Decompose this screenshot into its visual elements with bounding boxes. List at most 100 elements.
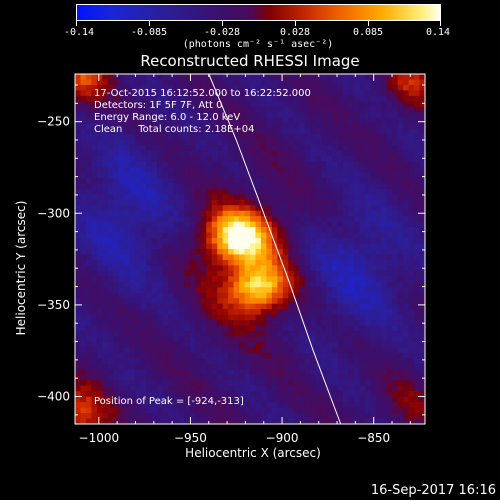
heatmap-cell <box>266 117 273 124</box>
heatmap-cell <box>282 276 289 283</box>
heatmap-cell <box>189 358 196 365</box>
heatmap-cell <box>146 331 152 337</box>
heatmap-cell <box>184 298 191 305</box>
heatmap-cell <box>157 352 163 359</box>
heatmap-cell <box>293 413 300 419</box>
heatmap-cell <box>397 347 404 354</box>
heatmap-cell <box>250 210 256 217</box>
heatmap-cell <box>348 79 355 86</box>
heatmap-cell <box>244 418 251 425</box>
heatmap-cell <box>403 385 409 392</box>
heatmap-cell <box>129 145 136 151</box>
heatmap-cell <box>304 396 311 403</box>
heatmap-cell <box>271 95 278 102</box>
heatmap-cell <box>277 112 284 119</box>
heatmap-cell <box>228 374 234 381</box>
heatmap-cell <box>397 194 404 201</box>
heatmap-cell <box>80 74 87 80</box>
heatmap-cell <box>392 199 399 206</box>
heatmap-cell <box>239 95 245 102</box>
heatmap-cell <box>96 139 103 146</box>
heatmap-cell <box>315 363 322 370</box>
heatmap-cell <box>403 101 409 108</box>
heatmap-cell <box>178 287 185 294</box>
heatmap-cell <box>414 341 420 348</box>
heatmap-cell <box>337 418 344 425</box>
heatmap-cell <box>124 238 131 244</box>
heatmap-cell <box>222 172 229 179</box>
heatmap-cell <box>135 117 142 124</box>
heatmap-cell <box>370 249 377 255</box>
heatmap-cell <box>337 298 344 305</box>
heatmap-cell <box>146 161 152 168</box>
heatmap-cell <box>140 374 147 381</box>
heatmap-cell <box>135 314 142 321</box>
heatmap-cell <box>135 303 142 310</box>
heatmap-cell <box>113 418 120 425</box>
heatmap-cell <box>271 276 278 283</box>
heatmap-cell <box>173 385 180 392</box>
heatmap-cell <box>157 216 163 223</box>
heatmap-cell <box>200 374 207 381</box>
heatmap-cell <box>80 331 87 337</box>
heatmap-cell <box>200 249 207 255</box>
heatmap-cell <box>419 216 426 223</box>
heatmap-cell <box>277 347 284 354</box>
heatmap-cell <box>359 358 366 365</box>
heatmap-cell <box>277 177 284 184</box>
heatmap-cell <box>102 156 109 162</box>
heatmap-cell <box>332 265 338 272</box>
heatmap-cell <box>293 391 300 398</box>
heatmap-cell <box>359 90 366 97</box>
heatmap-cell <box>157 385 163 392</box>
heatmap-cell <box>386 341 393 348</box>
heatmap-cell <box>348 341 355 348</box>
heatmap-cell <box>206 243 213 250</box>
heatmap-cell <box>91 407 98 414</box>
heatmap-cell <box>217 287 224 294</box>
heatmap-cell <box>408 106 415 113</box>
heatmap-cell <box>408 232 415 239</box>
heatmap-cell <box>386 161 393 168</box>
heatmap-cell <box>408 259 415 266</box>
heatmap-cell <box>408 341 415 348</box>
heatmap-cell <box>315 134 322 141</box>
heatmap-cell <box>337 183 344 190</box>
heatmap-cell <box>85 90 92 97</box>
heatmap-cell <box>304 336 311 343</box>
heatmap-cell <box>178 150 185 157</box>
heatmap-cell <box>140 347 147 354</box>
heatmap-cell <box>342 254 349 261</box>
heatmap-cell <box>414 74 420 80</box>
heatmap-cell <box>414 320 420 326</box>
heatmap-cell <box>151 341 158 348</box>
heatmap-cell <box>293 325 300 332</box>
heatmap-cell <box>80 232 87 239</box>
heatmap-cell <box>107 292 114 299</box>
heatmap-cell <box>135 95 142 102</box>
heatmap-cell <box>91 402 98 408</box>
heatmap-cell <box>266 331 273 337</box>
heatmap-cell <box>250 303 256 310</box>
heatmap-cell <box>304 369 311 376</box>
heatmap-cell <box>348 303 355 310</box>
heatmap-cell <box>135 298 142 305</box>
heatmap-cell <box>282 139 289 146</box>
heatmap-cell <box>414 194 420 201</box>
heatmap-cell <box>386 139 393 146</box>
heatmap-cell <box>118 232 125 239</box>
heatmap-cell <box>135 347 142 354</box>
heatmap-cell <box>288 358 295 365</box>
heatmap-cell <box>211 341 218 348</box>
heatmap-cell <box>233 238 240 244</box>
heatmap-cell <box>250 320 256 326</box>
heatmap-cell <box>419 303 426 310</box>
heatmap-cell <box>211 205 218 212</box>
heatmap-cell <box>414 287 420 294</box>
heatmap-cell <box>96 183 103 190</box>
heatmap-cell <box>222 298 229 305</box>
heatmap-cell <box>178 112 185 119</box>
heatmap-cell <box>370 391 377 398</box>
heatmap-cell <box>211 369 218 376</box>
heatmap-cell <box>189 320 196 326</box>
